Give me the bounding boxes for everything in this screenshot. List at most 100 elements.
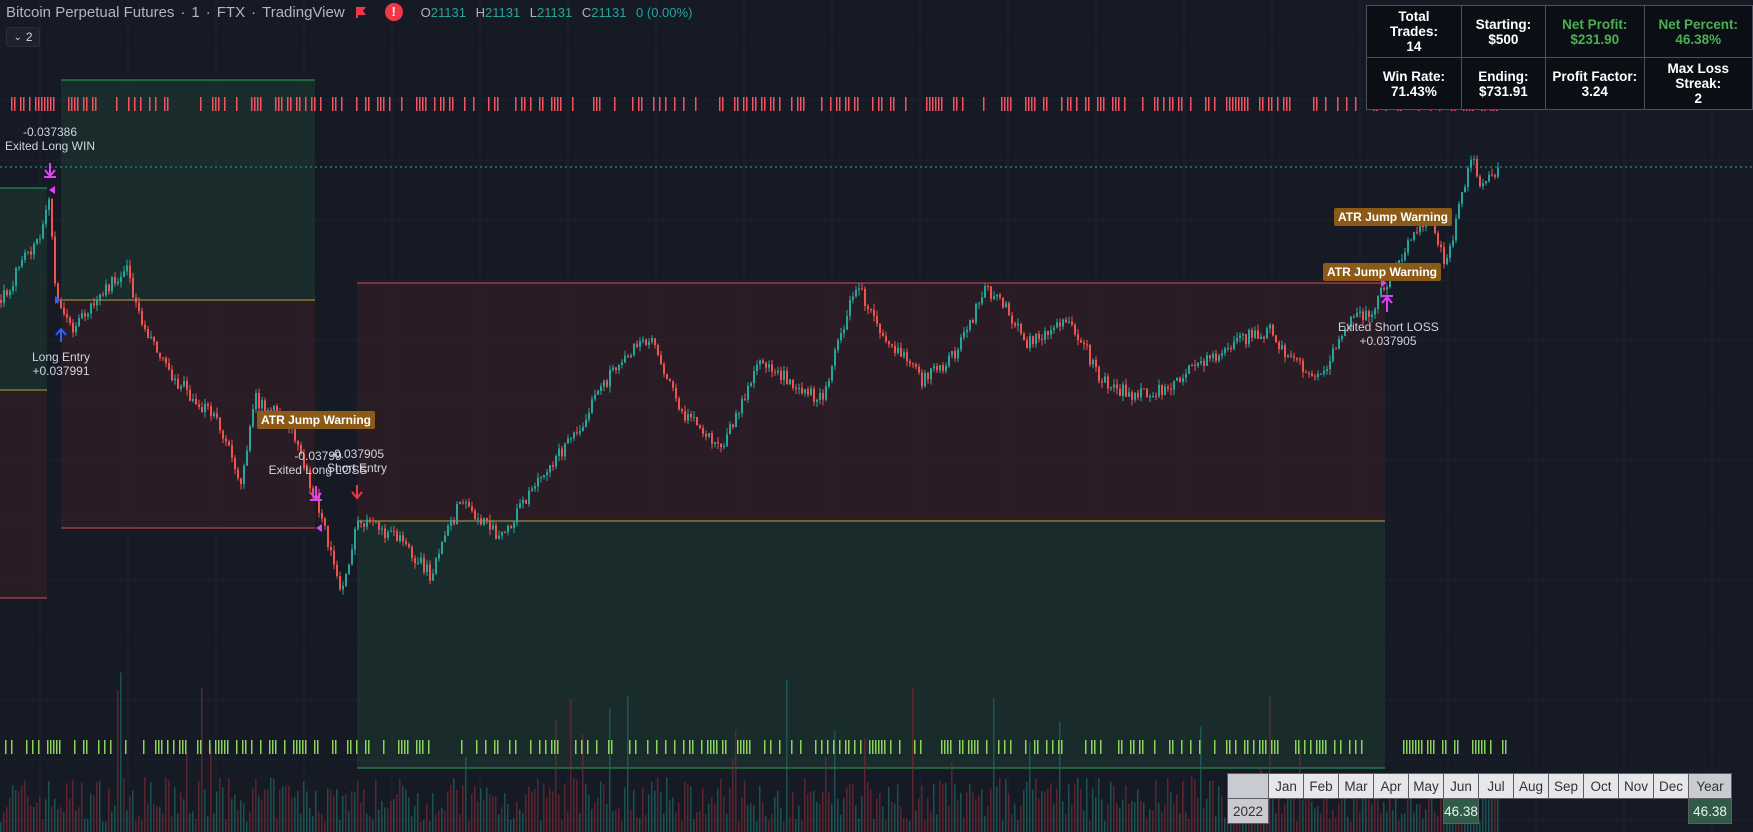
candle-body: [651, 338, 653, 342]
signal-tick-red: [878, 97, 880, 111]
month-value-jun: 46.38: [1443, 798, 1479, 824]
volume-bar: [213, 813, 215, 832]
candle-body: [336, 564, 338, 577]
volume-bar: [1197, 798, 1199, 832]
interval[interactable]: 1: [191, 3, 200, 21]
signal-tick-green: [683, 740, 685, 754]
signal-tick-red: [443, 97, 445, 111]
signal-tick-red: [935, 97, 937, 111]
signal-tick-green: [125, 740, 127, 754]
volume-bar: [978, 795, 980, 832]
candle-body: [219, 417, 221, 431]
signal-tick-green: [407, 740, 409, 754]
signal-tick-green: [47, 740, 49, 754]
signal-tick-green: [404, 740, 406, 754]
signal-tick-green: [1169, 740, 1171, 754]
candle-body: [1455, 218, 1457, 241]
indicator-collapse-button[interactable]: ⌄ 2: [6, 27, 40, 47]
volume-bar: [1023, 790, 1025, 832]
candle-body: [207, 403, 209, 407]
volume-bar: [684, 781, 686, 832]
volume-bar: [180, 792, 182, 832]
signal-tick-red: [596, 97, 598, 111]
volume-bar: [1104, 820, 1106, 832]
volume-bar: [12, 785, 14, 832]
candle-body: [321, 512, 323, 519]
volume-bar: [1062, 801, 1064, 832]
flag-icon[interactable]: [355, 6, 367, 18]
candle-body: [723, 445, 725, 448]
volume-bar: [660, 792, 662, 832]
volume-bar: [903, 817, 905, 832]
volume-bar: [846, 787, 848, 832]
candle-body: [846, 315, 848, 330]
volume-bar: [441, 807, 443, 832]
candle-body: [51, 199, 53, 237]
volume-bar: [1086, 778, 1088, 832]
candle-body: [1170, 388, 1172, 390]
volume-bar: [870, 788, 872, 832]
signal-tick-green: [1472, 740, 1474, 754]
signal-tick-green: [1100, 740, 1102, 754]
candle-body: [732, 424, 734, 427]
candle-body: [213, 413, 215, 417]
signal-tick-red: [1118, 97, 1120, 111]
signal-tick-red: [200, 97, 202, 111]
candle-body: [1335, 348, 1337, 350]
volume-bar: [1293, 780, 1295, 832]
volume-bar: [534, 788, 536, 832]
candle-body: [366, 519, 368, 527]
candle-body: [1233, 341, 1235, 349]
volume-bar: [645, 814, 647, 832]
candle-body: [870, 309, 872, 311]
candle-body: [1494, 175, 1496, 177]
candle-body: [270, 410, 272, 412]
signal-tick-green: [1154, 740, 1156, 754]
exit-short-loss-label: Exited Short LOSS +0.037905: [1338, 320, 1439, 348]
volume-bar: [225, 819, 227, 832]
signal-tick-red: [761, 97, 763, 111]
volume-bar: [1071, 804, 1073, 832]
signal-tick-green: [293, 740, 295, 754]
candle-body: [924, 373, 926, 387]
short-entry-label: -0.037905 Short Entry: [326, 447, 388, 475]
total-trades: 14: [1406, 39, 1422, 54]
candle-body: [789, 379, 791, 385]
signal-tick-green: [596, 740, 598, 754]
volume-bar: [570, 698, 572, 832]
candle-body: [1185, 373, 1187, 379]
close-value: 21131: [591, 4, 627, 20]
candle-body: [234, 457, 236, 470]
candle-body: [981, 297, 983, 304]
volume-bar: [198, 780, 200, 832]
candle-body: [384, 528, 386, 538]
candle-body: [774, 371, 776, 373]
volume-bar: [321, 814, 323, 832]
alert-icon[interactable]: !: [384, 3, 403, 21]
volume-bar: [831, 803, 833, 832]
month-header-sep: Sep: [1548, 773, 1584, 799]
symbol-name[interactable]: Bitcoin Perpetual Futures: [6, 3, 175, 21]
candle-body: [195, 399, 197, 405]
signal-tick-green: [1037, 740, 1039, 754]
signal-tick-green: [1229, 740, 1231, 754]
candle-body: [861, 288, 863, 290]
signal-tick-green: [1199, 740, 1201, 754]
signal-tick-red: [1316, 97, 1318, 111]
signal-tick-red: [872, 97, 874, 111]
volume-bar: [474, 785, 476, 832]
candle-body: [345, 573, 347, 586]
volume-bar: [1122, 799, 1124, 832]
volume-bar: [1353, 782, 1355, 832]
volume-bar: [567, 812, 569, 832]
candle-body: [558, 448, 560, 456]
signal-tick-red: [389, 97, 391, 111]
signal-tick-red: [401, 97, 403, 111]
volume-bar: [1281, 813, 1283, 832]
volume-bar: [1344, 781, 1346, 832]
volume-bar: [1398, 820, 1400, 832]
volume-bar: [654, 790, 656, 832]
signal-tick-red: [659, 97, 661, 111]
volume-bar: [471, 793, 473, 832]
